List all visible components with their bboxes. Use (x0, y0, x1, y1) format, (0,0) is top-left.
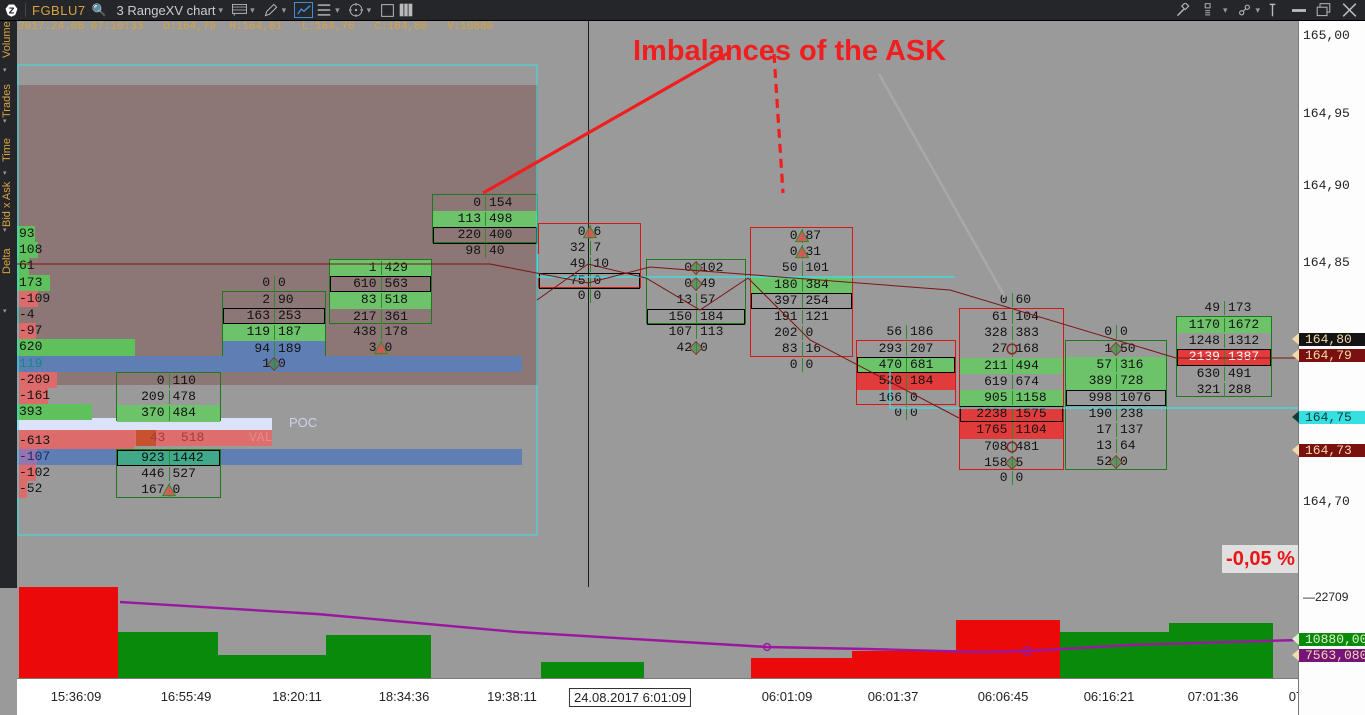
svg-text:Imbalances of the ASK: Imbalances of the ASK (633, 35, 946, 67)
